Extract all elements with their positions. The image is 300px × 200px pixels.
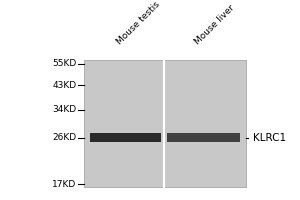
Text: 43KD: 43KD <box>52 81 76 90</box>
Bar <box>167 133 240 142</box>
Bar <box>84 60 246 187</box>
Text: 26KD: 26KD <box>52 133 76 142</box>
Bar <box>90 133 160 142</box>
Text: 17KD: 17KD <box>52 180 76 189</box>
Text: Mouse liver: Mouse liver <box>193 4 236 47</box>
Text: KLRC1: KLRC1 <box>254 133 286 143</box>
Text: 34KD: 34KD <box>52 105 76 114</box>
Text: Mouse testis: Mouse testis <box>115 0 162 47</box>
Text: 55KD: 55KD <box>52 59 76 68</box>
